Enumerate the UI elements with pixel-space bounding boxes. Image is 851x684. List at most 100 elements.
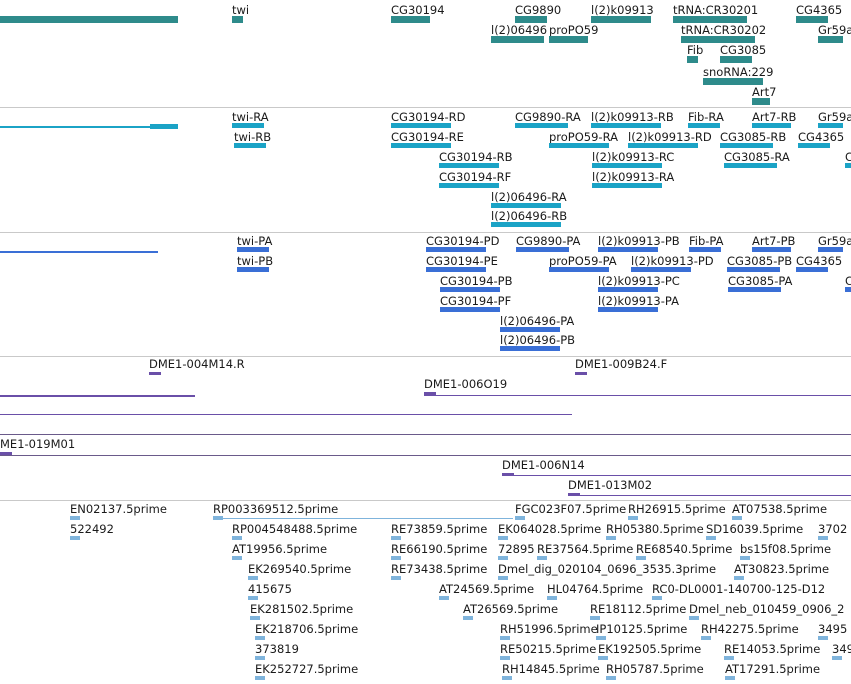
transcript-label[interactable]: Gr59a	[818, 110, 851, 124]
protein-label[interactable]: l(2)06496-PB	[500, 333, 576, 347]
gene-label[interactable]: tRNA:CR30201	[673, 3, 759, 17]
protein-label[interactable]: CG9890-PA	[516, 234, 581, 248]
est-label[interactable]: HL04764.5prime	[547, 582, 644, 596]
transcript-glyph[interactable]	[515, 123, 568, 128]
gene-glyph[interactable]	[515, 16, 547, 23]
est-label[interactable]: RH14845.5prime	[502, 662, 600, 676]
protein-label[interactable]: Fib-PA	[689, 234, 724, 248]
transcript-glyph[interactable]	[439, 183, 499, 188]
transcript-label[interactable]: twi-RA	[232, 110, 269, 124]
protein-label[interactable]: l(2)06496-PA	[500, 314, 575, 328]
transcript-label[interactable]: l(2)k09913-RD	[628, 130, 712, 144]
est-label[interactable]: AT24569.5prime	[439, 582, 535, 596]
est-label[interactable]: 349	[832, 642, 851, 656]
est-label[interactable]: RE50215.5prime	[500, 642, 597, 656]
protein-glyph[interactable]	[845, 287, 851, 292]
est-label[interactable]: EN02137.5prime	[70, 502, 167, 516]
transcript-label[interactable]: proPO59-RA	[549, 130, 618, 144]
transcript-glyph[interactable]	[439, 163, 499, 168]
bac-glyph[interactable]	[502, 473, 514, 476]
est-glyph[interactable]	[515, 516, 525, 520]
protein-glyph[interactable]	[500, 327, 560, 332]
protein-glyph[interactable]	[796, 267, 828, 272]
est-label[interactable]: EK192505.5prime	[598, 642, 702, 656]
bac-glyph[interactable]	[424, 392, 436, 395]
est-glyph[interactable]	[248, 576, 258, 580]
bac-label[interactable]: DME1-013M02	[568, 478, 653, 492]
transcript-label[interactable]: CG3085-RA	[724, 150, 790, 164]
est-label[interactable]: RE73438.5prime	[391, 562, 488, 576]
transcript-label[interactable]: CG3085-RB	[720, 130, 787, 144]
protein-glyph[interactable]	[426, 267, 486, 272]
est-label[interactable]: RH05380.5prime	[606, 522, 704, 536]
protein-glyph[interactable]	[727, 267, 780, 272]
est-glyph[interactable]	[463, 616, 473, 620]
est-label[interactable]: 3702	[818, 522, 848, 536]
transcript-label[interactable]: CG30194-RD	[391, 110, 466, 124]
transcript-glyph[interactable]	[591, 123, 661, 128]
gene-label[interactable]: CG9890	[515, 3, 562, 17]
est-glyph[interactable]	[500, 656, 510, 660]
est-label[interactable]: Dmel_neb_010459_0906_2	[689, 602, 845, 616]
protein-glyph[interactable]	[631, 267, 691, 272]
gene-glyph[interactable]	[391, 16, 430, 23]
protein-label[interactable]: CG4365	[796, 254, 843, 268]
protein-glyph[interactable]	[237, 267, 269, 272]
transcript-label[interactable]: twi-RB	[234, 130, 272, 144]
protein-label[interactable]: CG3085-PA	[728, 274, 793, 288]
protein-label[interactable]: CG3085-PB	[727, 254, 793, 268]
est-label[interactable]: RH42275.5prime	[701, 622, 799, 636]
est-glyph[interactable]	[689, 616, 699, 620]
est-glyph[interactable]	[701, 636, 711, 640]
protein-label[interactable]: proPO59-PA	[549, 254, 617, 268]
est-glyph[interactable]	[232, 556, 242, 560]
est-glyph[interactable]	[498, 556, 508, 560]
protein-label[interactable]: CG30194-PE	[426, 254, 498, 268]
est-glyph[interactable]	[832, 656, 842, 660]
gene-glyph[interactable]	[703, 78, 763, 85]
gene-label[interactable]: Art7	[752, 85, 777, 99]
est-label[interactable]: EK218706.5prime	[255, 622, 359, 636]
est-glyph[interactable]	[606, 536, 616, 540]
gene-glyph[interactable]	[591, 16, 651, 23]
est-label[interactable]: AT30823.5prime	[734, 562, 830, 576]
est-label[interactable]: Dmel_dig_020104_0696_3535.3prime	[498, 562, 717, 576]
gene-glyph[interactable]	[681, 36, 755, 43]
gene-label[interactable]: l(2)06496	[491, 23, 548, 37]
protein-label[interactable]: CG30194-PB	[440, 274, 513, 288]
bac-label[interactable]: DME1-004M14.R	[149, 357, 245, 371]
transcript-glyph[interactable]	[628, 143, 698, 148]
est-glyph[interactable]	[818, 536, 828, 540]
protein-glyph[interactable]	[598, 307, 658, 312]
gene-glyph[interactable]	[687, 56, 698, 63]
gene-label[interactable]: Fib	[687, 43, 704, 57]
est-glyph[interactable]	[636, 556, 646, 560]
transcript-glyph[interactable]	[391, 143, 451, 148]
est-label[interactable]: RE66190.5prime	[391, 542, 488, 556]
protein-label[interactable]: Art7-PB	[752, 234, 796, 248]
est-glyph[interactable]	[255, 636, 265, 640]
est-glyph[interactable]	[734, 576, 744, 580]
est-glyph[interactable]	[232, 536, 242, 540]
transcript-glyph[interactable]	[592, 163, 662, 168]
est-glyph[interactable]	[590, 616, 600, 620]
est-glyph[interactable]	[439, 596, 449, 600]
gene-label[interactable]: tRNA:CR30202	[681, 23, 767, 37]
bac-label[interactable]: DME1-006N14	[502, 458, 585, 472]
transcript-glyph[interactable]	[845, 163, 851, 168]
est-glyph[interactable]	[537, 556, 547, 560]
est-glyph[interactable]	[500, 636, 510, 640]
protein-glyph[interactable]	[689, 247, 721, 252]
est-label[interactable]: RH05787.5prime	[606, 662, 704, 676]
transcript-label[interactable]: l(2)06496-RA	[491, 190, 567, 204]
est-label[interactable]: RE14053.5prime	[724, 642, 821, 656]
est-label[interactable]: SD16039.5prime	[706, 522, 804, 536]
protein-label[interactable]: Gr59a	[818, 234, 851, 248]
est-label[interactable]: RH51996.5prime	[500, 622, 598, 636]
protein-glyph[interactable]	[516, 247, 569, 252]
transcript-glyph[interactable]	[232, 123, 264, 128]
transcript-glyph[interactable]	[592, 183, 662, 188]
gene-glyph[interactable]	[491, 36, 544, 43]
est-glyph[interactable]	[606, 676, 616, 680]
est-glyph[interactable]	[391, 536, 401, 540]
